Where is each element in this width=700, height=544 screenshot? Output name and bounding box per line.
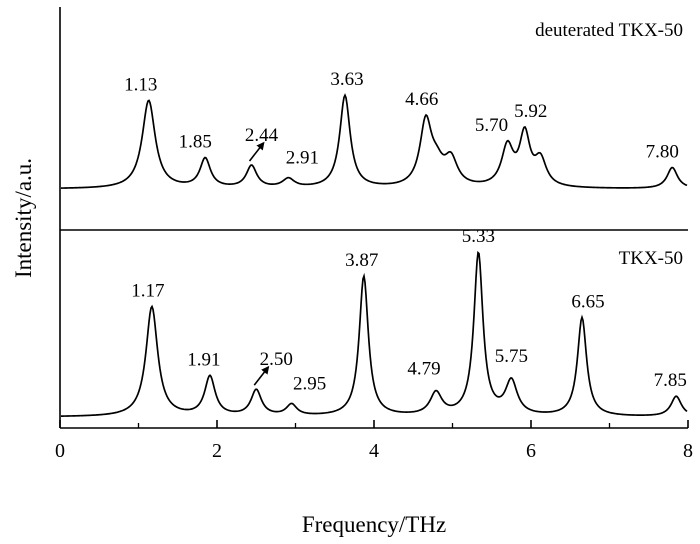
plot-frame [59,7,688,429]
peak-label: 7.80 [646,141,679,162]
x-tick-label: 8 [683,440,693,462]
peak-label: 6.65 [571,291,604,312]
spectrum-line-1 [60,93,688,189]
peak-label: 3.87 [345,250,378,271]
axes: 0 2 4 6 8 Frequency/THz Intensity/a.u. [11,158,693,537]
x-tick-label: 2 [212,440,222,462]
y-axis-title: Intensity/a.u. [11,158,36,278]
panel-title: TKX-50 [619,248,683,269]
peak-label: 1.13 [124,74,157,95]
peak-label: 1.17 [131,280,164,301]
spectrum-panel-1: deuterated TKX-50 1.13 1.85 2.44 2.91 3.63 4.6… [60,20,688,189]
spectrum-panel-2: TKX-50 1.17 1.91 2.502.95 3.87 4.79 5.33 5.75 6.… [60,226,688,417]
spectra-panels: deuterated TKX-50 1.13 1.85 2.44 2.91 3.63 4.6… [60,20,688,417]
peak-label: 2.44 [245,125,279,146]
peak-arrow [253,365,270,386]
peak-label: 4.66 [405,89,438,110]
peak-label: 1.85 [179,131,212,152]
peak-label: 2.95 [293,373,326,394]
peak-label: 4.79 [407,359,440,380]
x-tick-label: 6 [526,440,536,462]
peak-arrow [248,141,265,162]
spectrum-line-2 [60,250,688,417]
peak-label: 2.91 [286,148,319,169]
x-tick-label: 0 [55,440,65,462]
peak-label: 5.33 [462,226,495,247]
peak-label: 3.63 [330,69,363,90]
x-tick-label: 4 [369,440,379,462]
x-axis-title: Frequency/THz [302,512,446,537]
peak-label: 5.70 [475,115,508,136]
peak-label: 7.85 [654,370,687,391]
peak-label: 5.92 [514,101,547,122]
peak-label: 2.50 [260,349,293,370]
peak-label: 1.91 [187,349,220,370]
peak-label: 5.75 [495,346,528,367]
panel-title: deuterated TKX-50 [535,20,683,41]
